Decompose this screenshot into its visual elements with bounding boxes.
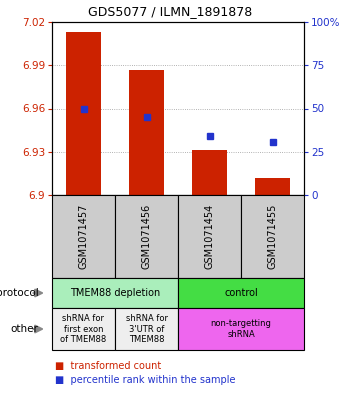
Bar	[192, 150, 227, 195]
Bar	[52, 278, 178, 308]
Bar	[52, 195, 115, 278]
Text: shRNA for
first exon
of TMEM88: shRNA for first exon of TMEM88	[61, 314, 107, 344]
Bar	[66, 32, 101, 195]
Text: GDS5077 / ILMN_1891878: GDS5077 / ILMN_1891878	[88, 5, 252, 18]
Text: protocol: protocol	[0, 288, 38, 298]
Bar	[255, 178, 290, 195]
Text: non-targetting
shRNA: non-targetting shRNA	[210, 319, 271, 339]
Bar	[115, 195, 178, 278]
Text: control: control	[224, 288, 258, 298]
Text: GSM1071457: GSM1071457	[79, 204, 88, 269]
Text: GSM1071455: GSM1071455	[268, 204, 277, 269]
Bar	[178, 308, 304, 350]
Bar	[129, 70, 164, 195]
Bar	[178, 278, 304, 308]
Text: ■  transformed count: ■ transformed count	[55, 361, 162, 371]
Text: other: other	[11, 324, 38, 334]
Text: TMEM88 depletion: TMEM88 depletion	[70, 288, 160, 298]
Bar	[115, 308, 178, 350]
Text: shRNA for
3'UTR of
TMEM88: shRNA for 3'UTR of TMEM88	[125, 314, 168, 344]
Bar	[241, 195, 304, 278]
Text: ■  percentile rank within the sample: ■ percentile rank within the sample	[55, 375, 236, 385]
Bar	[178, 195, 241, 278]
Text: GSM1071456: GSM1071456	[141, 204, 152, 269]
Bar	[52, 308, 115, 350]
Text: GSM1071454: GSM1071454	[204, 204, 215, 269]
